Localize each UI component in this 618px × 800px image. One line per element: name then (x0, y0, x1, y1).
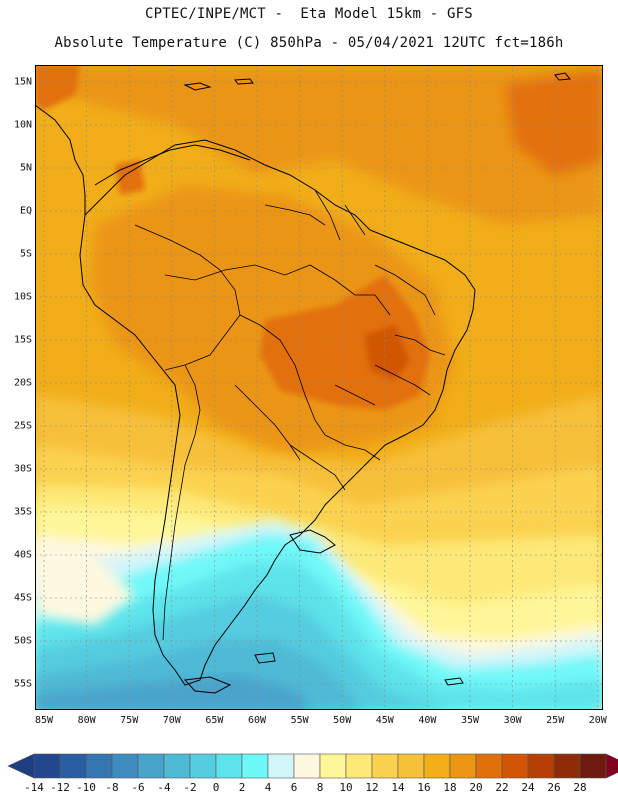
lat-tick-label: 20S (13, 377, 32, 389)
field-warm-north (35, 65, 603, 225)
lon-tick-label: 20W (588, 715, 607, 726)
colorbar-cell (137, 753, 165, 779)
colorbar-tick-label: 6 (290, 781, 298, 794)
plata-river (289, 529, 336, 554)
lat-tick-label: 5S (19, 248, 32, 260)
colorbar-cell (345, 753, 373, 779)
colorbar-tick-label: 16 (417, 781, 431, 794)
colorbar-tick-label: 2 (238, 781, 246, 794)
lon-tick-label: 40W (418, 715, 437, 726)
colorbar-cell (111, 753, 139, 779)
northern-coast (94, 144, 251, 186)
lon-tick-label: 50W (333, 715, 352, 726)
lon-tick-label: 35W (460, 715, 480, 726)
lat-tick-label: 15S (13, 334, 32, 346)
country-borders (134, 189, 446, 641)
colorbar-over-arrow (605, 753, 618, 779)
south-georgia (444, 677, 464, 686)
lon-tick-label: 55W (290, 715, 309, 726)
colorbar-cell (319, 753, 347, 779)
colorbar-tick-label: -6 (131, 781, 145, 794)
colorbar-cell (85, 753, 113, 779)
chart-title-line-2: Absolute Temperature (C) 850hPa - 05/04/… (54, 35, 564, 51)
colorbar-cell (59, 753, 87, 779)
colorbar-tick-label: -14 (24, 781, 44, 794)
colorbar-cell (267, 753, 295, 779)
chart-title-line-1: CPTEC/INPE/MCT - Eta Model 15km - GFS (145, 6, 473, 22)
lat-tick-label: 50S (13, 635, 32, 647)
caribbean-islands (183, 72, 571, 91)
colorbar-tick-label: 0 (212, 781, 220, 794)
lat-tick-label: 35S (13, 506, 32, 518)
colorbar-tick-label: 12 (365, 781, 379, 794)
colorbar-tick-label: 22 (495, 781, 509, 794)
colorbar-tick-label: 18 (443, 781, 457, 794)
south-america-coast (79, 139, 476, 686)
colorbar-cell (449, 753, 477, 779)
falklands (254, 652, 276, 664)
colorbar-tick-label: -2 (183, 781, 197, 794)
field-pacific-pale (35, 545, 135, 625)
colorbar-tick-label: 10 (339, 781, 353, 794)
colorbar-tick-label: 20 (469, 781, 483, 794)
lon-tick-label: 25W (546, 715, 565, 726)
coastlines (35, 72, 571, 694)
field-hot-ne-atlantic (505, 70, 603, 175)
colorbar-tick-label: 8 (316, 781, 324, 794)
colorbar-tick-label: -10 (76, 781, 96, 794)
colorbar-cell (423, 753, 451, 779)
lon-tick-label: 70W (162, 715, 181, 726)
colorbar-cell (527, 753, 555, 779)
colorbar-tick-label: 24 (521, 781, 535, 794)
lon-tick-label: 75W (120, 715, 139, 726)
colorbar-tick-label: -8 (105, 781, 119, 794)
lat-tick-label: 40S (13, 549, 32, 561)
colorbar-cell (501, 753, 529, 779)
colorbar-cell (241, 753, 269, 779)
lat-tick-label: 55S (13, 678, 32, 690)
colorbar-under-arrow (7, 753, 35, 779)
lat-tick-label: 30S (13, 463, 32, 475)
colorbar-tick-label: -4 (157, 781, 171, 794)
lat-tick-label: EQ (19, 205, 32, 217)
colorbar-cell (371, 753, 399, 779)
lat-tick-label: 10N (13, 119, 32, 131)
lon-tick-label: 85W (34, 715, 54, 726)
colorbar-cell (163, 753, 191, 779)
field-hot-core-2 (365, 325, 410, 380)
field-hot-nw-corner (35, 65, 80, 110)
lat-tick-label: 45S (13, 592, 32, 604)
colorbar-cell (397, 753, 425, 779)
temperature-map (35, 65, 603, 710)
colorbar-cell (189, 753, 217, 779)
colorbar-cell (553, 753, 581, 779)
lon-tick-label: 45W (375, 715, 394, 726)
lon-tick-label: 65W (205, 715, 224, 726)
lon-tick-label: 30W (503, 715, 522, 726)
colorbar-cell (33, 753, 61, 779)
colorbar-cell (215, 753, 243, 779)
lat-tick-label: 15N (13, 76, 32, 88)
colorbar-tick-label: 14 (391, 781, 405, 794)
colorbar-cell (475, 753, 503, 779)
lat-tick-label: 5N (19, 162, 32, 174)
colorbar-tick-label: 26 (547, 781, 561, 794)
colorbar (7, 753, 618, 779)
colorbar-cell (579, 753, 607, 779)
tierra-del-fuego (183, 676, 232, 694)
colorbar-tick-label: 4 (264, 781, 272, 794)
lon-tick-label: 80W (77, 715, 96, 726)
map-border (35, 65, 603, 710)
colorbar-cell (293, 753, 321, 779)
colorbar-tick-label: -12 (50, 781, 70, 794)
colorbar-tick-label: 28 (573, 781, 587, 794)
lon-tick-label: 60W (247, 715, 267, 726)
central-america-coast (35, 104, 86, 215)
lat-tick-label: 25S (13, 420, 32, 432)
lat-tick-label: 10S (13, 291, 32, 303)
